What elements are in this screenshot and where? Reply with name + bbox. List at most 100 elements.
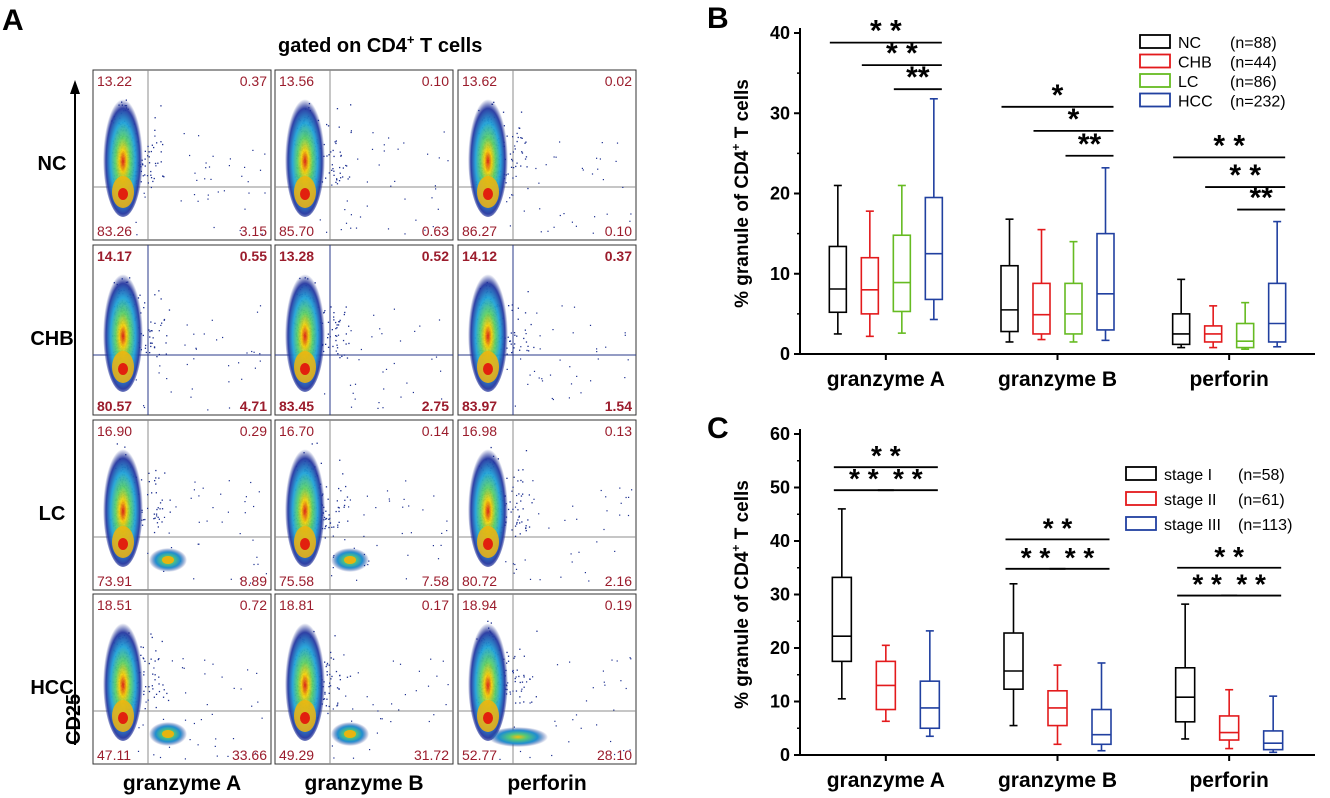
event-dot <box>518 515 520 517</box>
event-dot <box>509 340 511 342</box>
event-dot <box>171 660 173 662</box>
event-dot <box>251 705 253 707</box>
event-dot <box>197 744 199 746</box>
event-dot <box>144 158 146 160</box>
density-positive-core <box>162 730 174 738</box>
event-dot <box>158 690 161 693</box>
event-dot <box>335 140 337 142</box>
event-dot <box>378 402 380 404</box>
event-dot <box>190 497 192 499</box>
event-dot <box>158 353 160 356</box>
event-dot <box>502 111 505 113</box>
event-dot <box>506 477 508 479</box>
event-dot <box>356 579 358 581</box>
quadrant-value-upper-left: 18.51 <box>97 597 132 613</box>
event-dot <box>427 153 429 155</box>
event-dot <box>163 689 165 691</box>
event-dot <box>520 479 522 482</box>
event-dot <box>144 708 146 710</box>
event-dot <box>527 383 529 385</box>
event-dot <box>415 219 417 221</box>
event-dot <box>154 129 156 131</box>
event-dot <box>170 547 173 549</box>
event-dot <box>256 672 258 674</box>
event-dot <box>163 516 166 518</box>
event-dot <box>522 493 524 495</box>
event-dot <box>151 342 153 344</box>
event-dot <box>325 343 327 345</box>
event-dot <box>332 168 334 170</box>
event-dot <box>336 347 339 349</box>
event-dot <box>144 660 146 662</box>
event-dot <box>325 510 327 512</box>
event-dot <box>338 126 340 128</box>
event-dot <box>345 343 347 345</box>
event-dot <box>157 516 159 518</box>
event-dot <box>359 216 362 218</box>
event-dot <box>227 755 229 757</box>
event-dot <box>343 506 345 508</box>
event-dot <box>516 502 518 504</box>
event-dot <box>167 699 170 702</box>
event-dot <box>143 406 146 409</box>
event-dot <box>155 650 157 652</box>
event-dot <box>524 559 526 561</box>
event-dot <box>143 658 145 660</box>
event-dot <box>197 543 199 545</box>
event-dot <box>340 229 342 231</box>
event-dot <box>335 321 337 324</box>
density-peak <box>118 188 128 200</box>
event-dot <box>155 513 158 515</box>
quadrant-value-upper-left: 16.98 <box>462 423 497 439</box>
quadrant-value-lower-right: 2.16 <box>605 573 632 589</box>
event-dot <box>400 396 402 398</box>
event-dot <box>511 309 513 311</box>
event-dot <box>573 306 576 308</box>
event-dot <box>366 181 368 183</box>
event-dot <box>340 155 342 157</box>
event-dot <box>524 142 526 144</box>
event-dot <box>142 334 144 337</box>
event-dot <box>512 151 514 153</box>
event-dot <box>383 150 385 152</box>
event-dot <box>206 704 208 706</box>
event-dot <box>522 469 524 471</box>
event-dot <box>514 535 517 537</box>
event-dot <box>244 501 246 503</box>
event-dot <box>229 158 231 160</box>
event-dot <box>247 181 249 183</box>
event-dot <box>165 353 167 355</box>
event-dot <box>151 492 153 494</box>
event-dot <box>330 306 332 308</box>
event-dot <box>239 533 241 535</box>
event-dot <box>383 388 385 390</box>
event-dot <box>507 173 509 175</box>
event-dot <box>528 350 530 352</box>
event-dot <box>431 197 433 199</box>
event-dot <box>154 679 156 681</box>
event-dot <box>355 227 358 229</box>
event-dot <box>346 496 349 498</box>
event-dot <box>596 348 598 350</box>
event-dot <box>155 492 157 494</box>
quadrant-value-upper-left: 14.17 <box>97 248 132 264</box>
event-dot <box>406 382 408 384</box>
event-dot <box>153 518 155 520</box>
event-dot <box>581 167 583 169</box>
event-dot <box>147 552 149 554</box>
event-dot <box>116 443 118 445</box>
event-dot <box>239 229 241 232</box>
event-dot <box>516 523 518 525</box>
event-dot <box>549 374 552 376</box>
event-dot <box>539 208 541 210</box>
event-dot <box>157 162 159 164</box>
event-dot <box>350 330 352 332</box>
event-dot <box>388 500 391 502</box>
event-dot <box>367 564 369 566</box>
event-dot <box>150 150 152 153</box>
event-dot <box>331 329 333 331</box>
event-dot <box>193 722 195 725</box>
event-dot <box>184 344 186 346</box>
